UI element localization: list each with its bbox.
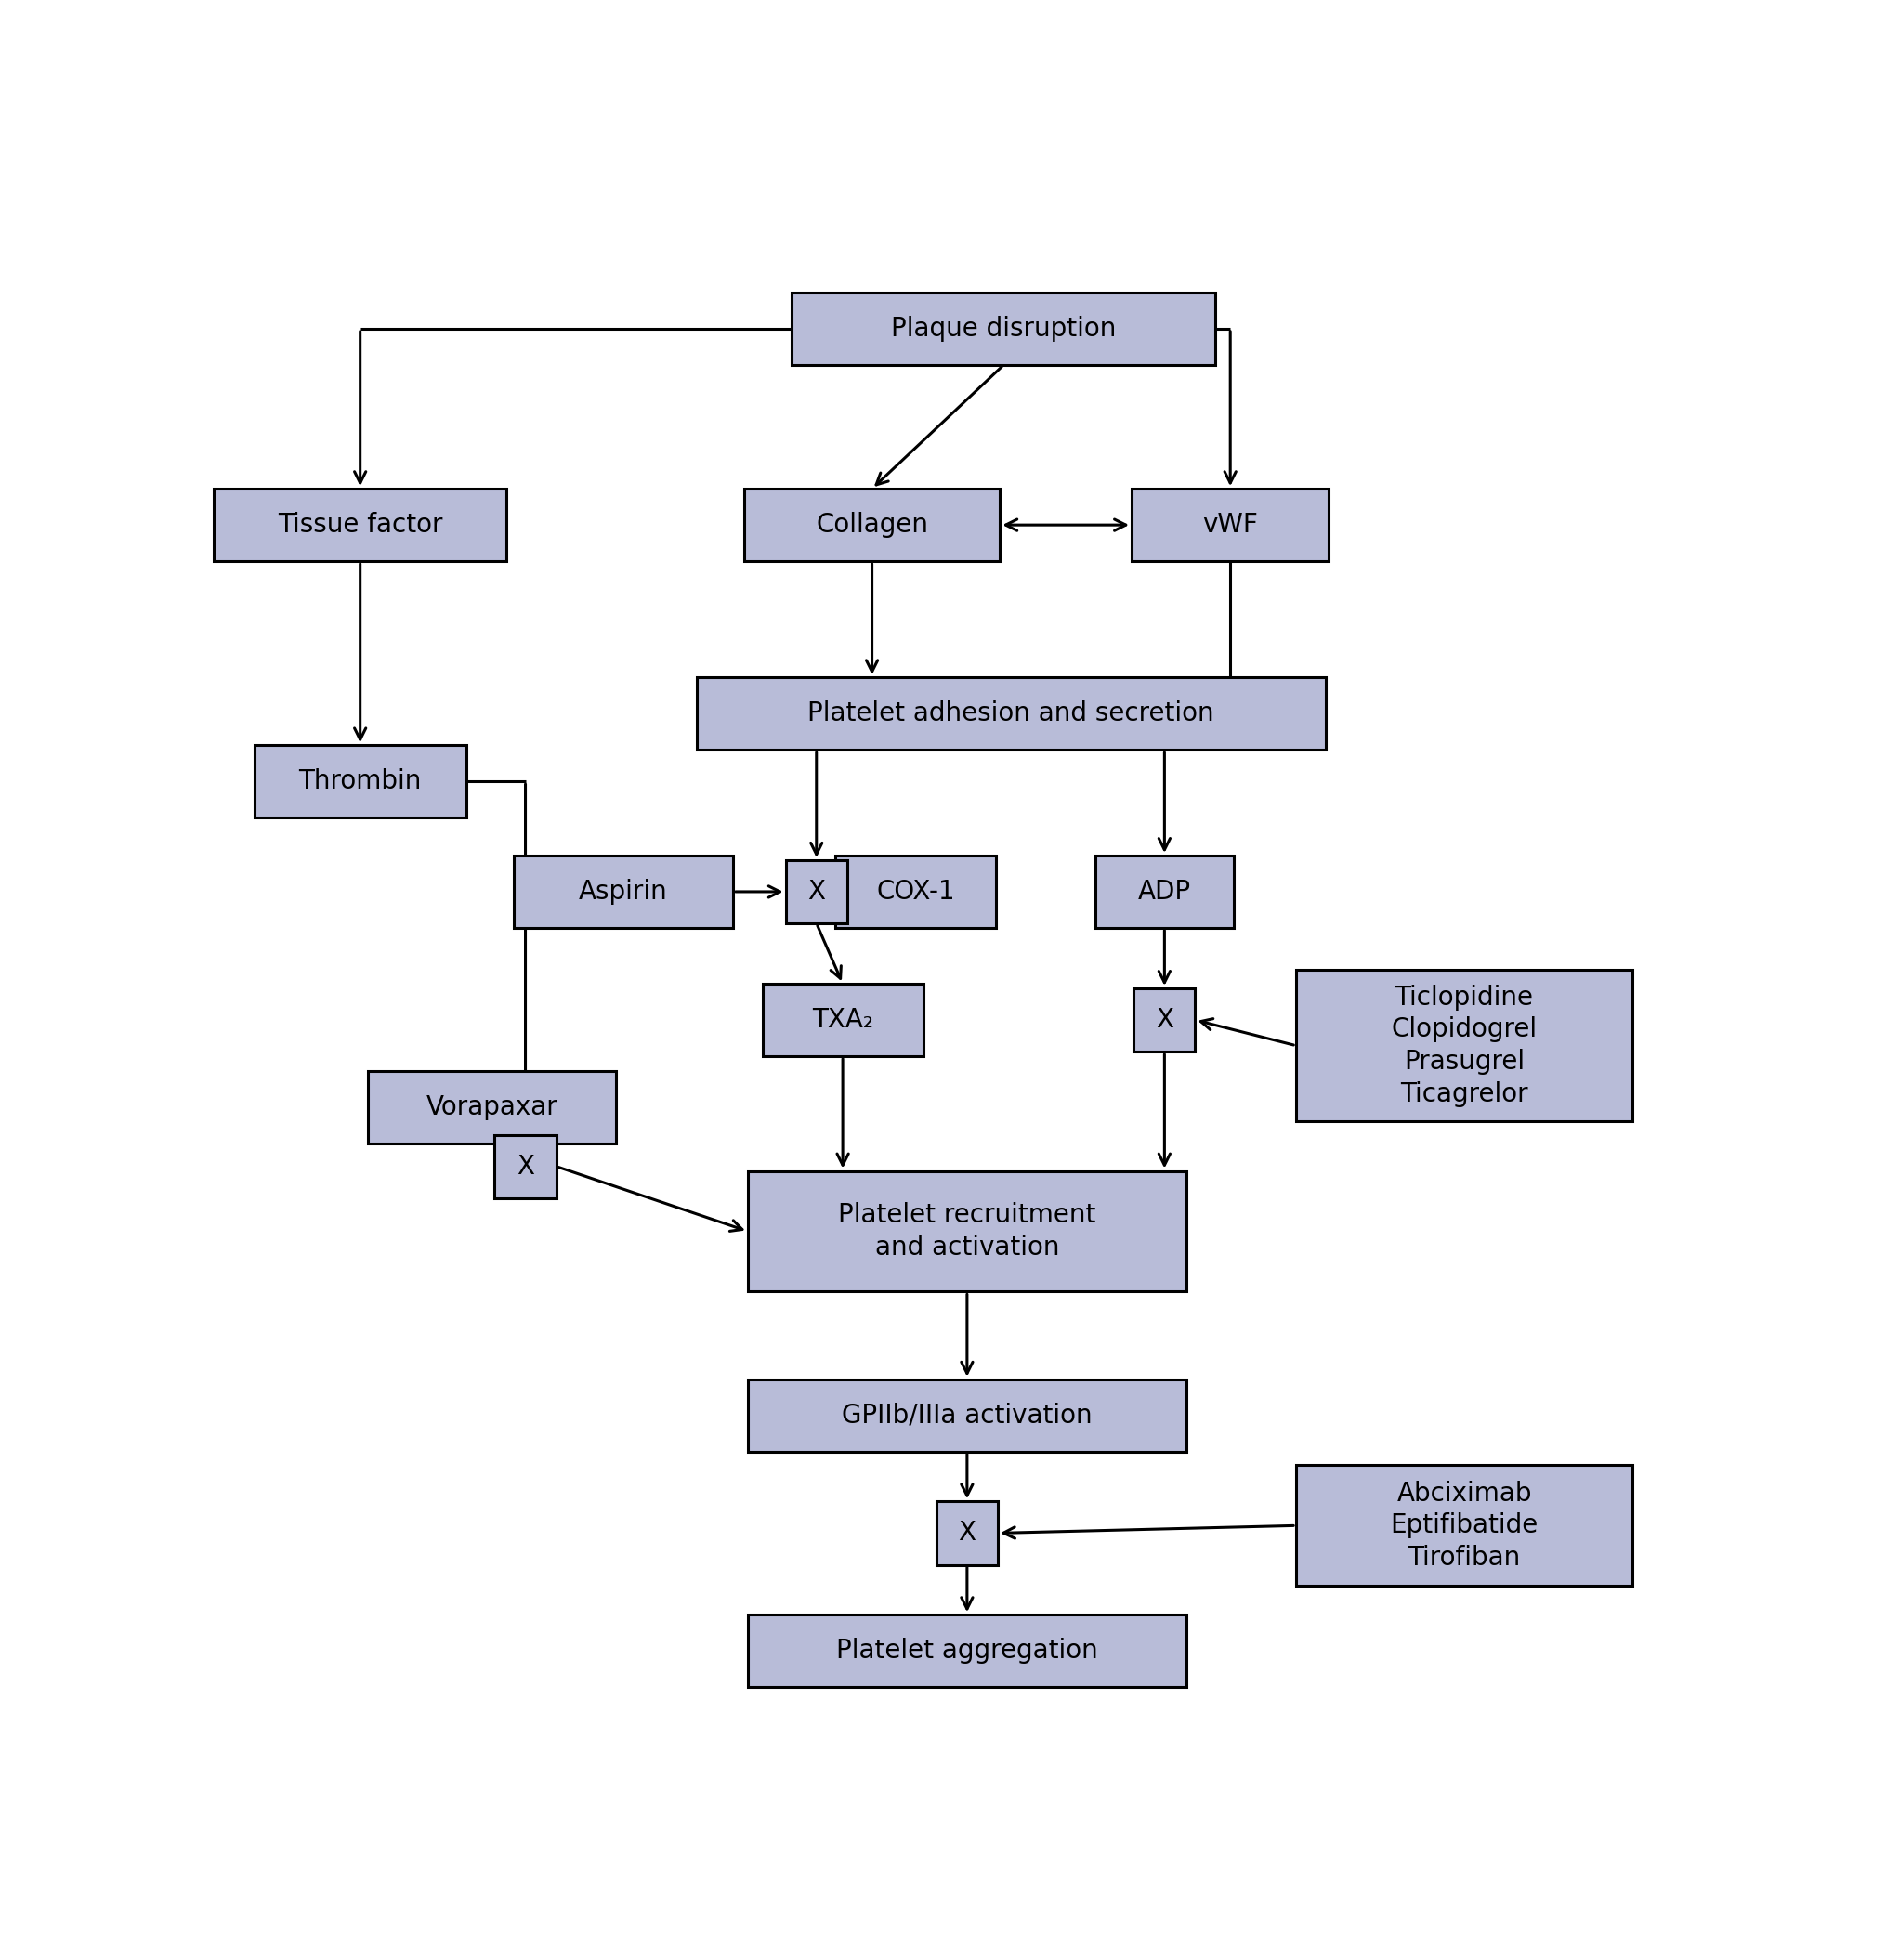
Text: Collagen: Collagen bbox=[815, 512, 928, 537]
FancyBboxPatch shape bbox=[762, 984, 922, 1056]
FancyBboxPatch shape bbox=[494, 1135, 556, 1198]
FancyBboxPatch shape bbox=[747, 1380, 1186, 1452]
FancyBboxPatch shape bbox=[213, 488, 505, 561]
FancyBboxPatch shape bbox=[1132, 488, 1328, 561]
Text: Platelet adhesion and secretion: Platelet adhesion and secretion bbox=[807, 700, 1213, 727]
Text: Aspirin: Aspirin bbox=[579, 878, 668, 906]
Text: X: X bbox=[1154, 1007, 1173, 1033]
Text: Ticlopidine
Clopidogrel
Prasugrel
Ticagrelor: Ticlopidine Clopidogrel Prasugrel Ticagr… bbox=[1390, 984, 1537, 1107]
FancyBboxPatch shape bbox=[785, 860, 847, 923]
Text: X: X bbox=[517, 1152, 534, 1180]
Text: TXA₂: TXA₂ bbox=[811, 1007, 873, 1033]
FancyBboxPatch shape bbox=[747, 1170, 1186, 1292]
FancyBboxPatch shape bbox=[747, 1615, 1186, 1688]
Text: Thrombin: Thrombin bbox=[298, 768, 421, 794]
Text: X: X bbox=[958, 1521, 975, 1546]
FancyBboxPatch shape bbox=[1296, 970, 1631, 1121]
FancyBboxPatch shape bbox=[1296, 1466, 1631, 1586]
Text: Platelet aggregation: Platelet aggregation bbox=[835, 1639, 1098, 1664]
FancyBboxPatch shape bbox=[743, 488, 1000, 561]
Text: ADP: ADP bbox=[1137, 878, 1190, 906]
FancyBboxPatch shape bbox=[935, 1501, 998, 1564]
Text: Platelet recruitment
and activation: Platelet recruitment and activation bbox=[837, 1201, 1096, 1260]
FancyBboxPatch shape bbox=[255, 745, 466, 817]
FancyBboxPatch shape bbox=[368, 1072, 615, 1145]
Text: Vorapaxar: Vorapaxar bbox=[426, 1094, 558, 1121]
Text: vWF: vWF bbox=[1201, 512, 1258, 537]
FancyBboxPatch shape bbox=[513, 855, 732, 927]
FancyBboxPatch shape bbox=[835, 855, 996, 927]
Text: Tissue factor: Tissue factor bbox=[277, 512, 443, 537]
Text: COX-1: COX-1 bbox=[877, 878, 954, 906]
FancyBboxPatch shape bbox=[1094, 855, 1233, 927]
Text: Plaque disruption: Plaque disruption bbox=[890, 316, 1117, 341]
FancyBboxPatch shape bbox=[792, 292, 1215, 365]
Text: GPIIb/IIIa activation: GPIIb/IIIa activation bbox=[841, 1403, 1092, 1429]
Text: X: X bbox=[807, 878, 824, 906]
Text: Abciximab
Eptifibatide
Tirofiban: Abciximab Eptifibatide Tirofiban bbox=[1390, 1480, 1537, 1570]
FancyBboxPatch shape bbox=[1133, 988, 1194, 1053]
FancyBboxPatch shape bbox=[696, 678, 1324, 751]
